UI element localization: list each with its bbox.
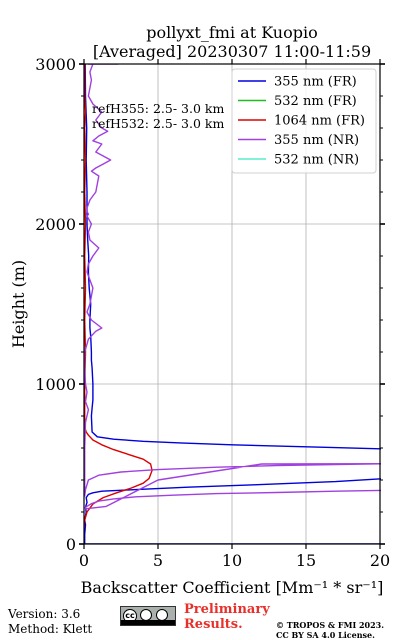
y-tick-label: 0 — [66, 535, 76, 554]
legend: 355 nm (FR) 532 nm (FR) 1064 nm (FR) 355 nm… — [231, 68, 377, 174]
x-tick-label: 5 — [153, 551, 163, 570]
cc-by-sa-icon: cc — [120, 606, 176, 626]
legend-label: 355 nm (FR) — [274, 75, 357, 90]
copyright-notice: © TROPOS & FMI 2023. CC BY SA 4.0 Licens… — [276, 620, 384, 640]
chart-title-line2: [Averaged] 20230307 11:00-11:59 — [93, 42, 371, 61]
plot-frame — [83, 63, 381, 545]
x-axis-label: Backscatter Coefficient [Mm⁻¹ * sr⁻¹] — [81, 578, 384, 597]
series-line-3 — [84, 64, 381, 510]
tick-labels: 0 5 10 15 20 0 1000 2000 3000 — [35, 55, 390, 570]
x-tick-label: 10 — [222, 551, 242, 570]
annotation-text: refH532: 2.5- 3.0 km — [92, 116, 224, 131]
legend-label: 1064 nm (FR) — [274, 114, 365, 129]
legend-box — [231, 68, 377, 174]
legend-label: 532 nm (NR) — [274, 153, 359, 168]
series-line-2 — [84, 64, 153, 529]
legend-label: 532 nm (FR) — [274, 94, 357, 109]
y-tick-label: 2000 — [35, 215, 76, 234]
preliminary-results-note: Preliminary Results. — [184, 602, 270, 632]
copyright-line2: CC BY SA 4.0 License. — [276, 630, 375, 640]
version-text: Version: 3.6 — [8, 607, 81, 621]
x-tick-label: 0 — [79, 551, 89, 570]
x-tick-label: 20 — [370, 551, 390, 570]
method-text: Method: Klett — [8, 622, 93, 636]
legend-label: 355 nm (NR) — [274, 133, 359, 148]
x-tick-label: 15 — [296, 551, 316, 570]
chart-title-line1: pollyxt_fmi at Kuopio — [146, 23, 317, 42]
y-tick-label: 1000 — [35, 375, 76, 394]
annotation-text: refH355: 2.5- 3.0 km — [92, 101, 224, 116]
copyright-line1: © TROPOS & FMI 2023. — [276, 620, 385, 630]
preliminary-line1: Preliminary — [184, 602, 270, 617]
y-axis-label: Height (m) — [9, 260, 28, 348]
series-line-0 — [84, 64, 381, 544]
preliminary-line2: Results. — [184, 617, 243, 632]
series-group — [84, 64, 381, 544]
y-tick-label: 3000 — [35, 55, 76, 74]
